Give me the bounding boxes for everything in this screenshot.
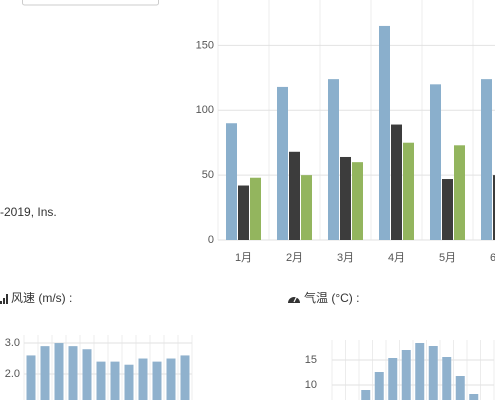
bar bbox=[379, 25, 390, 240]
bar bbox=[226, 123, 237, 240]
bar bbox=[352, 162, 363, 240]
x-tick-label: 1月 bbox=[235, 252, 252, 264]
bar bbox=[96, 361, 106, 400]
bar bbox=[124, 364, 134, 400]
bar bbox=[493, 175, 495, 240]
footer-text: -2019, Ins. bbox=[0, 205, 57, 219]
y-tick-label: 50 bbox=[202, 169, 214, 181]
y-tick-label: 10 bbox=[305, 379, 317, 391]
bar bbox=[454, 145, 465, 240]
bar bbox=[180, 355, 190, 400]
bar bbox=[481, 79, 492, 240]
bar bbox=[415, 343, 425, 400]
bar bbox=[152, 361, 162, 400]
bar bbox=[403, 142, 414, 240]
bar bbox=[401, 350, 411, 400]
x-tick-label: 6月 bbox=[490, 252, 495, 264]
bar bbox=[138, 358, 148, 400]
y-tick-label: 2.0 bbox=[5, 368, 20, 380]
x-tick-label: 4月 bbox=[388, 252, 405, 264]
gauge-icon bbox=[288, 295, 300, 303]
temp-title: 气温 (°C) : bbox=[304, 290, 359, 305]
bar bbox=[301, 175, 312, 240]
y-tick-label: 3.0 bbox=[5, 337, 20, 349]
bar bbox=[374, 372, 384, 400]
bar bbox=[361, 390, 371, 400]
bar bbox=[442, 357, 452, 400]
bar bbox=[68, 346, 78, 400]
bar bbox=[428, 346, 438, 400]
bar bbox=[455, 376, 465, 400]
bar bbox=[388, 358, 398, 400]
y-tick-label: 100 bbox=[196, 104, 214, 116]
bar bbox=[340, 156, 351, 240]
bar bbox=[277, 86, 288, 241]
x-tick-label: 3月 bbox=[337, 252, 354, 264]
bar bbox=[289, 151, 300, 240]
bar bbox=[442, 179, 453, 240]
bar bbox=[469, 394, 479, 400]
bar bbox=[26, 355, 36, 400]
y-tick-label: 0 bbox=[208, 234, 214, 246]
signal-icon bbox=[0, 294, 8, 304]
y-tick-label: 15 bbox=[305, 354, 317, 366]
bar bbox=[328, 79, 339, 240]
x-tick-label: 5月 bbox=[439, 252, 456, 264]
bar bbox=[238, 185, 249, 240]
x-tick-label: 2月 bbox=[286, 252, 303, 264]
bar bbox=[430, 84, 441, 240]
bar bbox=[391, 124, 402, 240]
y-tick-label: 150 bbox=[196, 39, 214, 51]
bar bbox=[110, 361, 120, 400]
input-box[interactable] bbox=[22, 0, 159, 6]
bar bbox=[54, 343, 64, 400]
bar bbox=[40, 346, 50, 400]
bar bbox=[82, 349, 92, 400]
bar bbox=[166, 358, 176, 400]
wind-title: 风速 (m/s) : bbox=[11, 291, 72, 305]
bar bbox=[250, 177, 261, 240]
